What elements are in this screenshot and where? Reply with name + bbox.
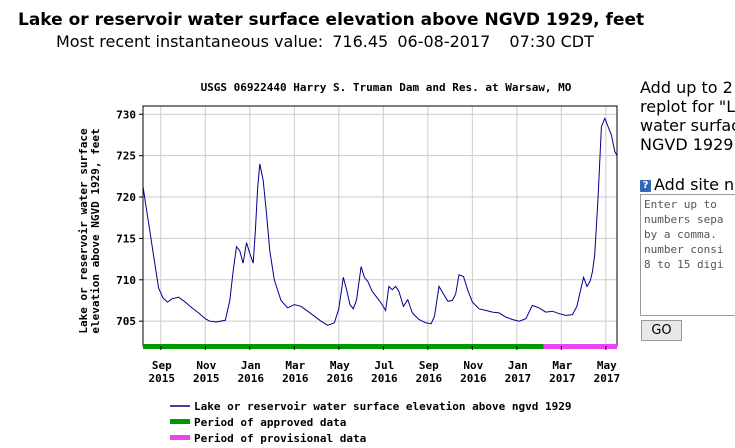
chart-title: USGS 06922440 Harry S. Truman Dam and Re… [201, 81, 572, 94]
x-tick-month: Mar [285, 359, 305, 372]
most-recent-label: Most recent instantaneous value: [56, 32, 324, 51]
site-number-input[interactable]: Enter up to numbers sepa by a comma. num… [640, 194, 735, 316]
x-tick-month: Sep [419, 359, 439, 372]
help-icon[interactable]: ? [640, 179, 651, 192]
replot-text: Add up to 2 replot for "L water surfac N… [640, 78, 735, 154]
x-tick-month: Jul [374, 359, 394, 372]
plot-area [143, 106, 617, 346]
x-tick-year: 2015 [193, 372, 220, 385]
x-tick-year: 2017 [594, 372, 621, 385]
x-tick-year: 2017 [505, 372, 532, 385]
x-tick-year: 2016 [282, 372, 309, 385]
go-button[interactable]: GO [641, 320, 682, 341]
legend-swatch-bar [170, 419, 190, 424]
x-tick-month: Mar [552, 359, 572, 372]
y-tick-label: 710 [116, 274, 136, 287]
add-site-label: Add site n [654, 175, 735, 194]
x-tick-month: Nov [463, 359, 483, 372]
y-axis-label-line2: elevation above NGVD 1929, feet [89, 128, 102, 333]
x-tick-year: 2017 [549, 372, 576, 385]
y-tick-label: 725 [116, 150, 136, 163]
replot-info: Add up to 2 replot for "L water surfac N… [640, 78, 735, 154]
x-tick-month: Sep [152, 359, 172, 372]
page-title: Lake or reservoir water surface elevatio… [18, 10, 645, 30]
x-tick-year: 2015 [149, 372, 176, 385]
y-tick-label: 730 [116, 108, 136, 121]
period-bar [543, 344, 617, 349]
hydrograph-chart: 705710715720725730Sep2015Nov2015Jan2016M… [77, 81, 621, 445]
legend-label: Period of provisional data [194, 432, 366, 445]
x-tick-month: Nov [196, 359, 216, 372]
y-tick-label: 705 [116, 315, 136, 328]
y-tick-label: 720 [116, 191, 136, 204]
series-line [142, 117, 618, 326]
x-tick-month: May [597, 359, 617, 372]
most-recent-time: 07:30 CDT [509, 32, 594, 51]
add-site-heading: ? Add site n [640, 175, 734, 194]
x-tick-year: 2016 [327, 372, 354, 385]
x-tick-month: May [330, 359, 350, 372]
x-tick-year: 2016 [238, 372, 265, 385]
most-recent-number: 716.45 [332, 32, 389, 51]
x-tick-year: 2016 [460, 372, 487, 385]
most-recent-value: Most recent instantaneous value: 716.45 … [56, 32, 598, 51]
y-tick-label: 715 [116, 232, 136, 245]
x-tick-month: Jan [241, 359, 261, 372]
y-axis-label-line1: Lake or reservoir water surface [77, 128, 90, 334]
x-tick-month: Jan [508, 359, 528, 372]
legend-label: Period of approved data [194, 416, 346, 429]
most-recent-date: 06-08-2017 [397, 32, 491, 51]
legend-label: Lake or reservoir water surface elevatio… [194, 400, 572, 413]
period-bar [143, 344, 544, 349]
legend-swatch-bar [170, 435, 190, 440]
x-tick-year: 2016 [416, 372, 443, 385]
x-tick-year: 2016 [371, 372, 398, 385]
